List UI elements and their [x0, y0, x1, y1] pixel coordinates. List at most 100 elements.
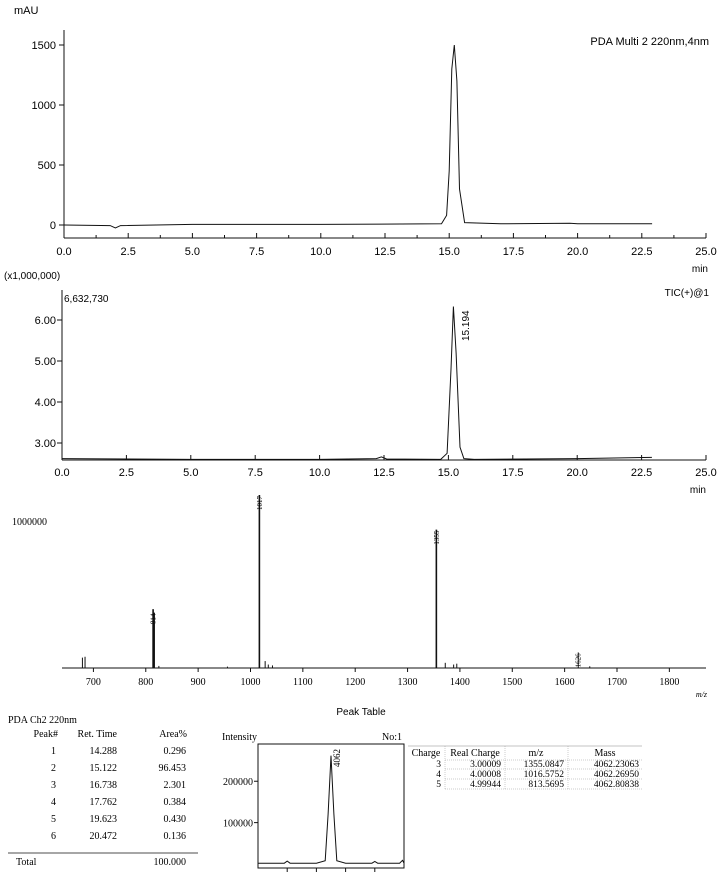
tic-x-tick-label: 5.0	[183, 467, 198, 479]
deconv-peak-label: 4062	[332, 749, 342, 767]
ms-peak-label: 1355	[433, 530, 441, 545]
table-row: 6 20.472 0.136	[51, 831, 186, 842]
deconv-panel-label: No:1	[382, 732, 402, 743]
tic-trace	[61, 306, 652, 460]
charge-table-cell: 3	[436, 760, 441, 770]
tic-peak-label: 15.194	[461, 310, 472, 341]
retention-time: 16.738	[90, 780, 118, 791]
tic-x-tick-label: 25.0	[695, 467, 716, 479]
tic-x-tick-label: 15.0	[438, 467, 459, 479]
uv-x-tick-label: 5.0	[185, 246, 200, 258]
tic-y-tick-label: 6.00	[35, 315, 56, 327]
ms-xlabel: m/z	[696, 690, 708, 699]
uv-legend: PDA Multi 2 220nm,4nm	[590, 36, 709, 48]
peak-table-title: Peak Table	[336, 707, 386, 718]
ms-x-tick-label: 1200	[345, 677, 365, 688]
tic-x-tick-label: 7.5	[248, 467, 263, 479]
table-row: 4 4.00008 1016.5752 4062.26950	[436, 770, 639, 780]
uv-y-tick-label: 1000	[32, 100, 56, 112]
deconv-y-tick-label: 100000	[223, 819, 253, 830]
retention-time: 20.472	[90, 831, 118, 842]
peak-table-header: Area%	[159, 729, 187, 740]
tic-x-tick-label: 22.5	[631, 467, 652, 479]
peak-table-total-value: 100.000	[154, 857, 187, 868]
ms-peak-label: 1017	[256, 496, 264, 511]
charge-table-header: Mass	[594, 748, 615, 759]
uv-y-tick-label: 1500	[32, 40, 56, 52]
retention-time: 19.623	[90, 814, 118, 825]
uv-x-tick-label: 10.0	[310, 246, 331, 258]
peak-table-header: Peak#	[34, 729, 58, 740]
peak-table-subtitle: PDA Ch2 220nm	[8, 715, 77, 726]
charge-table-cell: 5	[436, 780, 441, 790]
charge-table-cell: 4062.80838	[594, 780, 639, 790]
ms-x-tick-label: 1300	[398, 677, 418, 688]
charge-table-cell: 4.99944	[470, 780, 501, 790]
area-percent: 0.136	[164, 831, 187, 842]
uv-x-tick-label: 22.5	[631, 246, 652, 258]
uv-trace	[63, 44, 653, 229]
tic-y-tick-label: 3.00	[35, 438, 56, 450]
uv-x-tick-label: 25.0	[695, 246, 716, 258]
ms-x-tick-label: 700	[86, 677, 101, 688]
peak-table-total-label: Total	[16, 857, 37, 868]
retention-time: 17.762	[90, 797, 118, 808]
charge-table-cell: 4062.23063	[594, 760, 639, 770]
uv-x-tick-label: 12.5	[374, 246, 395, 258]
deconvolution-chart: Intensity No:1 100000 200000 4062	[222, 732, 405, 872]
tic-x-tick-label: 2.5	[119, 467, 134, 479]
charge-table-cell: 813.5695	[528, 780, 564, 790]
peak-table-header: Ret. Time	[78, 729, 118, 740]
peak-table: PDA Ch2 220nm Peak# Ret. Time Area% 1 14.…	[8, 715, 198, 868]
retention-time: 14.288	[90, 746, 118, 757]
mass-spectrum: 1000000 m/z 700 800 900 1000 1100 1200 1300 140…	[12, 495, 708, 699]
uv-x-tick-label: 17.5	[503, 246, 524, 258]
uv-x-tick-label: 2.5	[121, 246, 136, 258]
uv-x-tick-label: 15.0	[438, 246, 459, 258]
ms-x-tick-label: 800	[138, 677, 153, 688]
charge-table-header: m/z	[529, 748, 545, 759]
tic-legend: TIC(+)@1	[665, 288, 710, 299]
table-row: 3 3.00009 1355.0847 4062.23063	[436, 760, 639, 770]
tic-xlabel: min	[690, 485, 706, 496]
uv-y-tick-label: 500	[38, 160, 56, 172]
ms-ymax-label: 1000000	[12, 517, 47, 528]
deconv-y-tick-label: 200000	[223, 777, 253, 788]
charge-table-cell: 1016.5752	[524, 770, 565, 780]
table-row: 3 16.738 2.301	[51, 780, 186, 791]
peak-number: 6	[51, 831, 56, 842]
deconv-frame	[257, 743, 405, 869]
charge-table-cell: 3.00009	[470, 760, 501, 770]
area-percent: 0.296	[164, 746, 187, 757]
area-percent: 96.453	[159, 763, 187, 774]
tic-y-tick-label: 5.00	[35, 356, 56, 368]
peak-number: 5	[51, 814, 56, 825]
charge-table-cell: 4062.26950	[594, 770, 639, 780]
area-percent: 0.430	[164, 814, 187, 825]
tic-x-tick-label: 12.5	[373, 467, 394, 479]
uv-y-tick-label: 0	[50, 220, 56, 232]
uv-x-tick-label: 0.0	[56, 246, 71, 258]
deconv-ylabel: Intensity	[222, 732, 257, 743]
tic-x-tick-label: 10.0	[309, 467, 330, 479]
tic-max-label: 6,632,730	[64, 294, 109, 305]
uv-xlabel: min	[692, 264, 708, 275]
table-row: 1 14.288 0.296	[51, 746, 186, 757]
deconv-trace	[258, 755, 405, 864]
ms-x-tick-label: 1000	[240, 677, 260, 688]
table-row: 5 4.99944 813.5695 4062.80838	[436, 780, 639, 790]
ms-x-tick-label: 1400	[450, 677, 470, 688]
area-percent: 2.301	[164, 780, 187, 791]
tic-x-tick-label: 0.0	[54, 467, 69, 479]
retention-time: 15.122	[90, 763, 118, 774]
table-row: 4 17.762 0.384	[51, 797, 186, 808]
tic-ylabel: (x1,000,000)	[4, 271, 60, 282]
ms-x-tick-label: 1700	[607, 677, 627, 688]
uv-x-tick-label: 7.5	[249, 246, 264, 258]
charge-table-header: Charge	[412, 748, 441, 759]
charge-table-cell: 4	[436, 770, 441, 780]
charge-table: Charge Real Charge m/z Mass 3 3.00009 1355.084…	[408, 745, 642, 790]
tic-chromatogram: (x1,000,000) 6,632,730 TIC(+)@1 min 15.1…	[4, 271, 717, 496]
ms-x-tick-label: 1500	[502, 677, 522, 688]
